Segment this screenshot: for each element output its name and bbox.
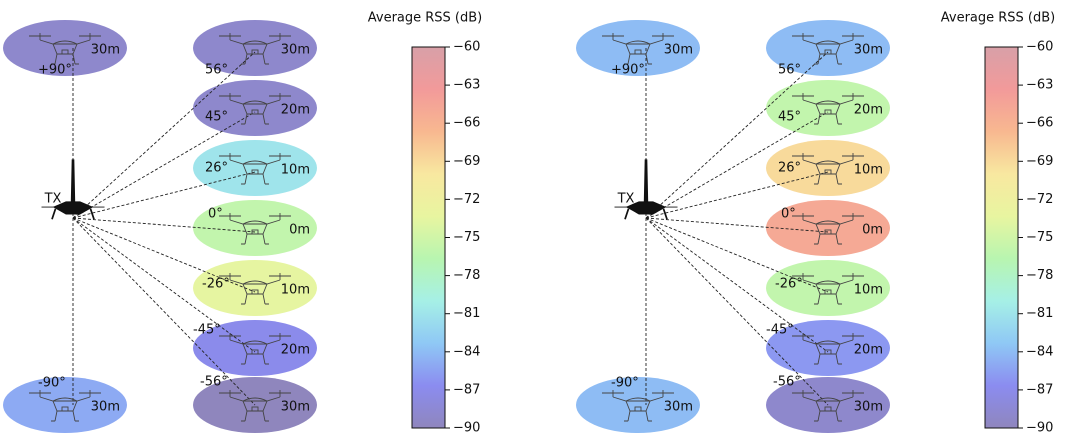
node-ellipse [193, 320, 317, 376]
link [645, 217, 829, 293]
colorbar-tick-label: −72 [453, 192, 480, 207]
distance-label: 30m [664, 43, 693, 58]
distance-label: 30m [664, 400, 693, 415]
distance-label: 30m [854, 400, 883, 415]
tx-icon [40, 158, 106, 221]
node-ellipse [576, 377, 700, 433]
angle-label: -90° [611, 376, 639, 391]
angle-label: 0° [781, 207, 796, 222]
distance-label: 10m [854, 163, 883, 178]
colorbar-tick-label: −87 [453, 382, 480, 397]
colorbar-tick-label: −75 [1026, 230, 1053, 245]
angle-label: 56° [205, 63, 228, 78]
colorbar-tick-label: −66 [1026, 116, 1053, 131]
link [645, 217, 829, 353]
node-ellipse [766, 260, 890, 316]
node-ellipse [766, 320, 890, 376]
angle-label: -26° [775, 277, 803, 292]
colorbar-tick-label: −84 [453, 344, 480, 359]
colorbar-title: Average RSS (dB) [941, 11, 1056, 26]
colorbar-tick-label: −90 [1026, 421, 1053, 436]
colorbar-tick-label: −69 [1026, 154, 1053, 169]
colorbar-tick-label: −63 [1026, 78, 1053, 93]
link [72, 111, 256, 219]
link [645, 51, 829, 219]
colorbar-tick-label: −63 [453, 78, 480, 93]
angle-label: -90° [38, 376, 66, 391]
tx-label: TX [44, 192, 62, 207]
link [72, 217, 256, 293]
colorbar [411, 46, 446, 429]
node-ellipse [766, 200, 890, 256]
panel: +90° 30m 56° 30m 45° 20m 26° 10m 0° 0m -26° 10m -45°… [3, 11, 482, 436]
angle-label: +90° [611, 63, 645, 78]
node-ellipse [193, 140, 317, 196]
colorbar-tick-label: −60 [1026, 40, 1053, 55]
colorbar-tick-label: −75 [453, 230, 480, 245]
node-ellipse [3, 20, 127, 76]
node-ellipse [3, 377, 127, 433]
colorbar-tick-label: −90 [453, 421, 480, 436]
colorbar-tick-label: −81 [1026, 306, 1053, 321]
colorbar-tick-label: −60 [453, 40, 480, 55]
distance-label: 10m [854, 283, 883, 298]
colorbar-tick-label: −78 [1026, 268, 1053, 283]
link [72, 217, 256, 353]
colorbar-tick-label: −84 [1026, 344, 1053, 359]
distance-label: 30m [91, 400, 120, 415]
tx-label: TX [617, 192, 635, 207]
distance-label: 30m [854, 43, 883, 58]
distance-label: 10m [281, 163, 310, 178]
colorbar-tick-label: −72 [1026, 192, 1053, 207]
link [72, 217, 256, 406]
node-ellipse [766, 140, 890, 196]
tx-icon [613, 158, 679, 221]
panel: +90° 30m 56° 30m 45° 20m 26° 10m 0° 0m -26° 10m -45°… [576, 11, 1055, 436]
distance-label: 0m [289, 223, 310, 238]
link [645, 111, 829, 219]
colorbar-tick-label: −87 [1026, 382, 1053, 397]
angle-label: +90° [38, 63, 72, 78]
colorbar [984, 46, 1019, 429]
distance-label: 20m [281, 103, 310, 118]
link [72, 171, 256, 219]
angle-label: 56° [778, 63, 801, 78]
distance-label: 10m [281, 283, 310, 298]
link [72, 51, 256, 219]
distance-label: 20m [281, 343, 310, 358]
angle-label: 0° [208, 207, 223, 222]
distance-label: 30m [281, 400, 310, 415]
angle-label: -56° [200, 375, 228, 390]
angle-label: 26° [778, 161, 801, 176]
link [645, 217, 829, 233]
angle-label: 45° [778, 110, 801, 125]
colorbar-tick-label: −69 [453, 154, 480, 169]
link [72, 217, 256, 233]
colorbar-title: Average RSS (dB) [368, 11, 483, 26]
link [645, 217, 829, 406]
distance-label: 30m [91, 43, 120, 58]
distance-label: 20m [854, 103, 883, 118]
node-ellipse [193, 200, 317, 256]
link [645, 171, 829, 219]
node-ellipse [193, 80, 317, 136]
angle-label: 45° [205, 110, 228, 125]
node-ellipse [766, 80, 890, 136]
node-ellipse [193, 260, 317, 316]
colorbar-tick-label: −78 [453, 268, 480, 283]
angle-label: -45° [193, 323, 221, 338]
distance-label: 0m [862, 223, 883, 238]
angle-label: -56° [773, 375, 801, 390]
colorbar-tick-label: −81 [453, 306, 480, 321]
angle-label: -45° [766, 323, 794, 338]
node-ellipse [576, 20, 700, 76]
distance-label: 30m [281, 43, 310, 58]
node-ellipse [193, 20, 317, 76]
angle-label: 26° [205, 161, 228, 176]
colorbar-tick-label: −66 [453, 116, 480, 131]
node-ellipse [766, 20, 890, 76]
distance-label: 20m [854, 343, 883, 358]
angle-label: -26° [202, 277, 230, 292]
